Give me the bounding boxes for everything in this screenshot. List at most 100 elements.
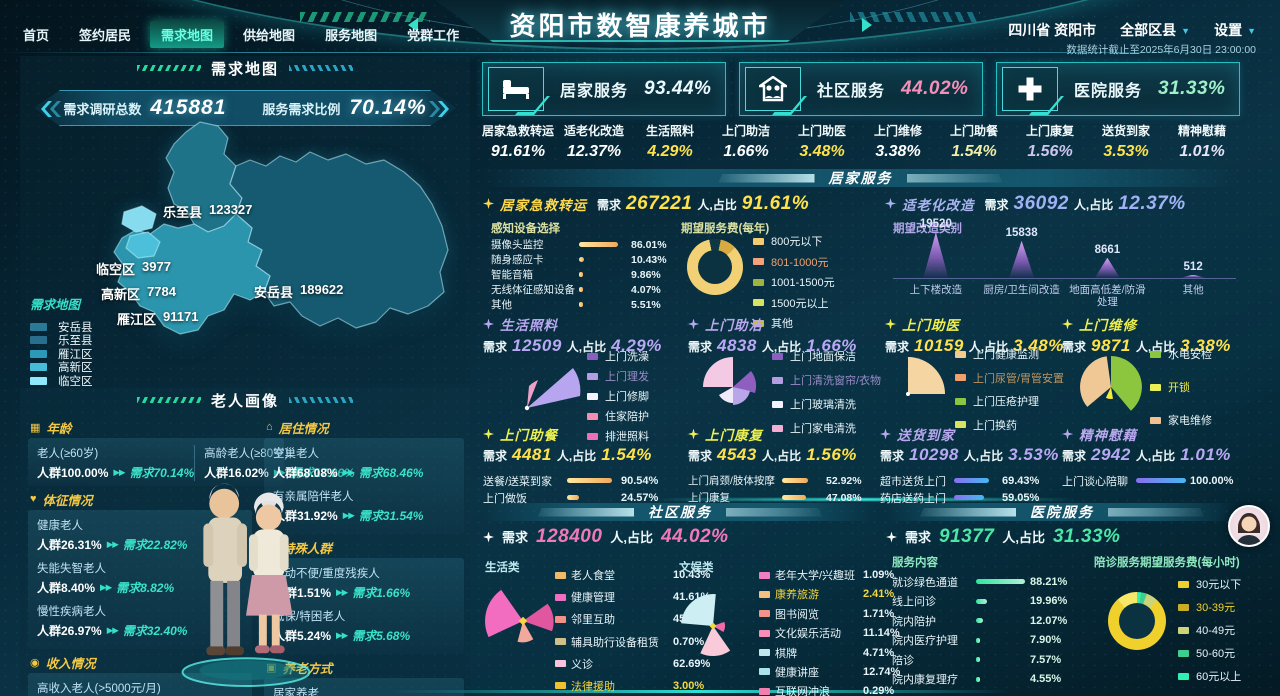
bar-value: 7.57% <box>1030 653 1062 666</box>
map-region-label[interactable]: 临空区 3977 <box>96 259 171 278</box>
legend-item[interactable]: 排泄照料 <box>587 428 649 444</box>
card-hospital-service[interactable]: 医院服务 31.33% <box>996 62 1240 116</box>
legend-item[interactable]: 住家陪护 <box>587 408 649 424</box>
legend-label: 老年大学/兴趣班 <box>775 570 856 582</box>
legend-item[interactable]: 临空区 <box>30 374 93 388</box>
legend-item[interactable]: 上门理发 <box>587 368 649 384</box>
legend-item[interactable]: 801-1000元 <box>753 254 835 270</box>
service-stat[interactable]: 送货到家 3.53% <box>1088 122 1164 161</box>
panel-spiritual: 精神慰藉 需求 2942 人,占比 1.01% 上门谈心陪聊 100.00% <box>1062 424 1238 496</box>
legend-item[interactable]: 安岳县 <box>30 320 93 334</box>
bar-value: 59.05% <box>1002 491 1040 504</box>
triangle-value: 19520 <box>919 218 952 231</box>
nav-item[interactable]: 首页 <box>23 28 50 43</box>
crowd-value: 人群8.40% <box>37 581 96 595</box>
legend-item[interactable]: 1001-1500元 <box>753 274 835 290</box>
bar-label: 院内陪护 <box>892 615 936 628</box>
demand-number: 36092 <box>1013 193 1069 214</box>
legend-item[interactable]: 义诊 62.69% <box>555 656 710 672</box>
legend-swatch <box>772 400 783 408</box>
legend-item[interactable]: 雁江区 <box>30 347 93 361</box>
legend-item[interactable]: 老人食堂 10.43% <box>555 567 710 583</box>
map-region-label[interactable]: 安岳县 189622 <box>254 282 343 301</box>
elder-right-column: ⌂ 居住情况 空巢老人 人群68.08% ▶▶ 需求68.46% 有亲属陪伴老人 人群… <box>264 414 464 696</box>
elder-profile-header: 老人画像 <box>20 388 470 412</box>
legend-item[interactable]: 图书阅览 1.71% <box>759 606 900 622</box>
card-label: 社区服务 <box>817 83 886 100</box>
legend-item[interactable]: 棋牌 4.71% <box>759 645 900 661</box>
legend-item[interactable]: 法律援助 3.00% <box>555 678 710 694</box>
nav-item[interactable]: 党群工作 <box>407 28 460 43</box>
map-legend-title: 需求地图 <box>30 298 81 312</box>
legend-item[interactable]: 康养旅游 2.41% <box>759 586 900 602</box>
repair-legend: 水电安检 开锁 家电维修 <box>1150 346 1212 428</box>
legend-item[interactable]: 上门健康监测 <box>955 346 1064 362</box>
legend-label: 1001-1500元 <box>771 277 835 289</box>
income-group: ◉收入情况 高收入老人(>5000元/月) 人群0.70%▶▶需求0.68% 低… <box>28 649 252 696</box>
service-stat[interactable]: 精神慰藉 1.01% <box>1164 122 1240 161</box>
crowd-value: 人群1.51% <box>273 586 332 600</box>
legend-item[interactable]: 上门洗澡 <box>587 348 649 364</box>
assistant-avatar[interactable] <box>1228 505 1270 547</box>
map-region-label[interactable]: 高新区 7784 <box>101 284 176 303</box>
legend-item[interactable]: 乐至县 <box>30 334 93 347</box>
sparkle-icon <box>885 318 896 330</box>
legend-item[interactable]: 40-49元 <box>1178 622 1241 638</box>
settings-button[interactable]: 设置 ▼ <box>1214 22 1256 38</box>
legend-item[interactable]: 开锁 <box>1150 379 1212 395</box>
legend-item[interactable]: 文化娱乐活动 11.14% <box>759 625 900 641</box>
legend-item[interactable]: 50-60元 <box>1178 645 1241 661</box>
triangle-chart: 19520 15838 8661 512 <box>893 218 1236 279</box>
legend-item[interactable]: 水电安检 <box>1150 346 1212 362</box>
legend-item[interactable]: 健康讲座 12.74% <box>759 664 900 680</box>
card-community-service[interactable]: 社区服务 44.02% <box>739 62 983 116</box>
bar-label: 上门肩颈/肢体按摩 <box>688 475 775 487</box>
legend-item[interactable]: 辅具助行设备租赁 0.70% <box>555 634 710 650</box>
header-bar-decoration <box>726 507 822 517</box>
service-stat[interactable]: 上门助洁 1.66% <box>708 122 784 161</box>
legend-item[interactable]: 上门压疮护理 <box>955 393 1064 409</box>
legend-item[interactable]: 800元以下 <box>753 233 835 249</box>
service-stat[interactable]: 上门助餐 1.54% <box>936 122 1012 161</box>
nav-item[interactable]: 服务地图 <box>325 28 378 43</box>
legend-label: 1500元以上 <box>771 297 829 310</box>
service-stat[interactable]: 适老化改造 12.37% <box>556 122 632 161</box>
service-stat[interactable]: 上门维修 3.38% <box>860 122 936 161</box>
legend-item[interactable]: 其他 <box>753 315 835 331</box>
service-stat-value: 91.61% <box>490 143 546 160</box>
legend-item[interactable]: 30-39元 <box>1178 599 1241 615</box>
legend-item[interactable]: 老年大学/兴趣班 1.09% <box>759 567 900 583</box>
legend-item[interactable]: 60元以上 <box>1178 668 1241 684</box>
legend-item[interactable]: 上门家电清洗 <box>772 420 881 436</box>
legend-item[interactable]: 上门地面保洁 <box>772 348 881 364</box>
district-select[interactable]: 全部区县 ▼ <box>1120 22 1191 38</box>
map-region-label[interactable]: 乐至县 123327 <box>163 202 252 221</box>
legend-item[interactable]: 上门尿管/胃管安置 <box>955 370 1064 386</box>
ziyang-city-map[interactable] <box>28 114 473 349</box>
service-stat[interactable]: 生活照料 4.29% <box>632 122 708 161</box>
nav-item[interactable]: 签约居民 <box>79 28 132 43</box>
bar-label: 智能音箱 <box>491 269 533 281</box>
service-stat[interactable]: 上门康复 1.56% <box>1012 122 1088 161</box>
legend-item[interactable]: 家电维修 <box>1150 412 1212 428</box>
nav-item[interactable]: 需求地图 <box>150 21 225 48</box>
bar-value: 52.92% <box>826 474 862 487</box>
heart-icon: ♥ <box>30 493 37 505</box>
legend-item[interactable]: 上门换药 <box>955 417 1064 433</box>
panel-aging-renovation: 适老化改造 需求 36092 人,占比 12.37% 期望改造类别 19520 15… <box>885 193 1240 313</box>
legend-item[interactable]: 上门清洗窗帘/衣物 <box>772 372 881 388</box>
nav-item[interactable]: 供给地图 <box>243 28 296 43</box>
card-home-service[interactable]: 居家服务 93.44% <box>482 62 726 116</box>
profile-name: 空巢老人 <box>273 448 319 460</box>
legend-item[interactable]: 上门修脚 <box>587 388 649 404</box>
service-stat[interactable]: 上门助医 3.48% <box>784 122 860 161</box>
legend-item[interactable]: 1500元以上 <box>753 295 835 311</box>
legend-item[interactable]: 上门玻璃清洗 <box>772 396 881 412</box>
legend-label: 其他 <box>771 318 793 330</box>
map-region-label[interactable]: 雁江区 91171 <box>117 309 198 328</box>
legend-item[interactable]: 30元以下 <box>1178 576 1241 592</box>
service-stat-value: 4.29% <box>647 143 693 160</box>
legend-item[interactable]: 高新区 <box>30 361 93 374</box>
legend-item[interactable]: 互联网冲浪 0.29% <box>759 683 900 696</box>
service-stat[interactable]: 居家急救转运 91.61% <box>480 122 556 161</box>
